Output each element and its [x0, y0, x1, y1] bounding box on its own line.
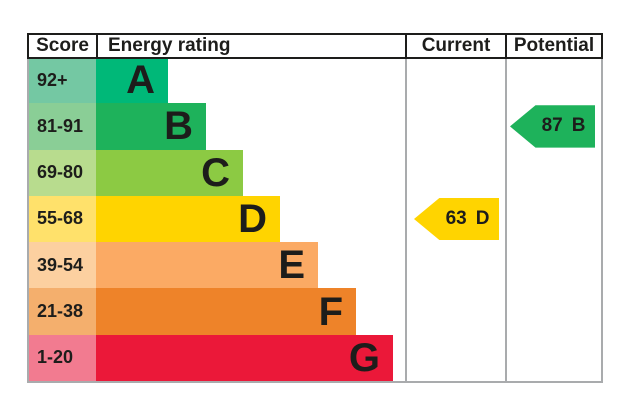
current-column-cell: [405, 103, 505, 150]
rating-bar-area: D: [96, 195, 405, 243]
potential-column-cell: [505, 57, 601, 104]
band-row-a: 92+ A: [29, 57, 601, 104]
band-row-f: 21-38 F: [29, 288, 601, 335]
score-range-cell: 81-91: [29, 103, 96, 150]
rating-bar-area: C: [96, 149, 405, 196]
band-row-e: 39-54 E: [29, 242, 601, 289]
score-range-cell: 92+: [29, 57, 96, 104]
rating-bar-area: F: [96, 288, 405, 335]
potential-marker-value: 87: [541, 115, 563, 137]
current-column-cell: [405, 334, 505, 381]
current-marker-value: 63: [445, 207, 467, 229]
band-row-d: 55-68 D 63 D: [29, 195, 601, 243]
score-range-cell: 21-38: [29, 288, 96, 335]
band-rows: 92+ A 81-91 B 87 B 69-80 C 55-68 D 63 D 39-54 E 21-38 F…: [29, 57, 601, 381]
rating-bar-f: F: [96, 288, 356, 335]
chart-header-row: Score Energy rating Current Potential: [27, 33, 603, 59]
potential-column-cell: [505, 195, 601, 243]
potential-marker-band: B: [571, 115, 586, 137]
current-marker-arrow: 63 D: [414, 197, 499, 241]
rating-bar-area: B: [96, 103, 405, 150]
header-current: Current: [405, 35, 505, 57]
score-range-cell: 1-20: [29, 334, 96, 381]
rating-bar-d: D: [96, 195, 280, 243]
current-column-cell: [405, 57, 505, 104]
score-range-cell: 39-54: [29, 242, 96, 289]
rating-bar-c: C: [96, 149, 243, 196]
header-energy-rating: Energy rating: [96, 35, 405, 57]
potential-column-cell: [505, 149, 601, 196]
rating-bar-a: A: [96, 57, 168, 104]
potential-column-cell: [505, 288, 601, 335]
rating-bar-area: A: [96, 57, 405, 104]
current-column-cell: [405, 242, 505, 289]
rating-bar-b: B: [96, 103, 206, 150]
header-potential: Potential: [505, 35, 601, 57]
current-column-cell: [405, 288, 505, 335]
band-row-g: 1-20 G: [29, 334, 601, 381]
current-marker-band: D: [475, 207, 490, 229]
potential-column-cell: [505, 334, 601, 381]
band-row-b: 81-91 B 87 B: [29, 103, 601, 150]
rating-bar-g: G: [96, 334, 393, 381]
rating-bar-area: E: [96, 242, 405, 289]
band-row-c: 69-80 C: [29, 149, 601, 196]
potential-column-cell: 87 B: [505, 103, 601, 150]
rating-bar-e: E: [96, 242, 318, 289]
current-column-cell: 63 D: [405, 195, 505, 243]
rating-bar-area: G: [96, 334, 405, 381]
potential-marker-arrow: 87 B: [510, 105, 595, 148]
score-range-cell: 55-68: [29, 195, 96, 243]
current-column-cell: [405, 149, 505, 196]
potential-column-cell: [505, 242, 601, 289]
header-score: Score: [36, 35, 89, 56]
score-range-cell: 69-80: [29, 149, 96, 196]
